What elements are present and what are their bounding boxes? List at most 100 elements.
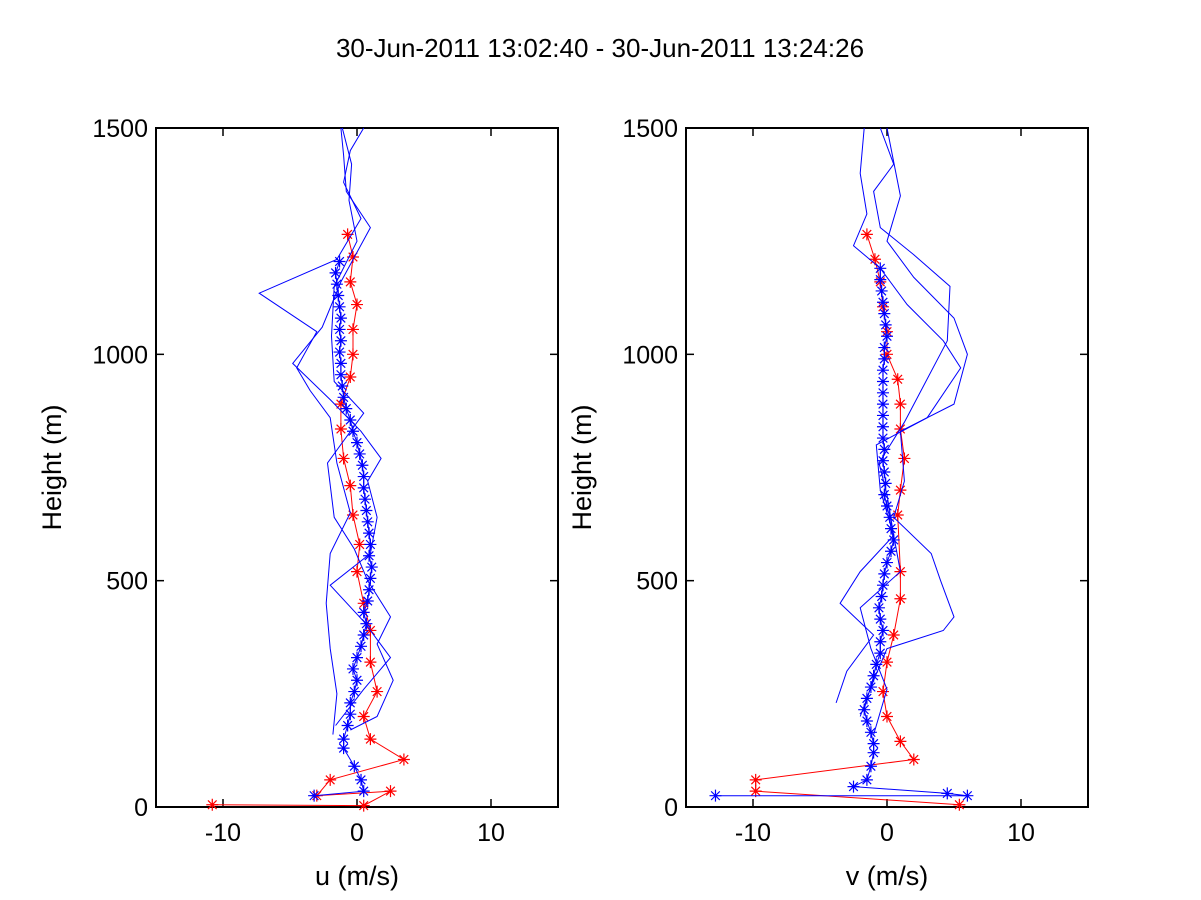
data-point-marker: [351, 652, 363, 664]
data-point-marker: [876, 285, 888, 297]
x-tick-label: 10: [1007, 819, 1035, 847]
data-point-marker: [941, 787, 953, 799]
data-point-marker: [861, 774, 873, 786]
data-point-marker: [885, 523, 897, 535]
y-tick-label: 500: [106, 568, 148, 596]
y-tick-label: 1500: [622, 115, 678, 143]
data-point-marker: [351, 299, 363, 311]
data-point-marker: [873, 602, 885, 614]
x-axis-label: u (m/s): [315, 861, 399, 891]
data-point-marker: [881, 710, 893, 722]
data-point-marker: [848, 781, 860, 793]
data-point-marker: [861, 228, 873, 240]
data-point-marker: [868, 738, 880, 750]
data-point-marker: [358, 800, 370, 812]
data-point-marker: [334, 301, 346, 313]
data-point-marker: [898, 452, 910, 464]
data-point-marker: [344, 708, 356, 720]
data-point-marker: [892, 373, 904, 385]
data-point-marker: [347, 348, 359, 360]
x-axis-label: v (m/s): [846, 861, 928, 891]
data-point-marker: [880, 319, 892, 331]
data-point-marker: [894, 593, 906, 605]
data-point-marker: [877, 387, 889, 399]
data-point-marker: [878, 308, 890, 320]
data-point-marker: [398, 753, 410, 765]
data-point-marker: [334, 346, 346, 358]
data-point-marker: [308, 790, 320, 802]
data-point-marker: [877, 409, 889, 421]
data-point-marker: [908, 753, 920, 765]
data-point-marker: [358, 785, 370, 797]
data-point-marker: [354, 538, 366, 550]
x-tick-label: 10: [477, 819, 505, 847]
x-tick-label: -10: [205, 819, 241, 847]
data-point-marker: [347, 663, 359, 675]
data-point-marker: [355, 640, 367, 652]
data-point-marker: [335, 357, 347, 369]
data-point-marker: [360, 505, 372, 517]
data-point-marker: [364, 538, 376, 550]
data-point-marker: [877, 624, 889, 636]
data-point-marker: [364, 733, 376, 745]
data-point-marker: [874, 647, 886, 659]
data-point-marker: [877, 296, 889, 308]
data-point-marker: [877, 686, 889, 698]
y-tick-label: 1500: [92, 115, 148, 143]
data-point-marker: [334, 323, 346, 335]
data-point-marker: [344, 276, 356, 288]
x-tick-label: 0: [880, 819, 894, 847]
y-tick-label: 500: [636, 568, 678, 596]
data-point-marker: [338, 391, 350, 403]
data-point-marker: [877, 421, 889, 433]
data-point-marker: [865, 760, 877, 772]
data-point-marker: [358, 629, 370, 641]
data-point-marker: [363, 550, 375, 562]
data-point-marker: [355, 774, 367, 786]
data-point-marker: [359, 493, 371, 505]
data-point-marker: [340, 403, 352, 415]
data-point-marker: [362, 595, 374, 607]
data-point-marker: [878, 342, 890, 354]
data-point-marker: [878, 568, 890, 580]
data-point-marker: [338, 452, 350, 464]
data-point-marker: [881, 500, 893, 512]
data-point-marker: [347, 323, 359, 335]
data-point-marker: [709, 790, 721, 802]
data-point-marker: [351, 674, 363, 686]
data-point-marker: [888, 629, 900, 641]
y-tick-label: 0: [134, 794, 148, 822]
data-point-marker: [877, 579, 889, 591]
data-point-marker: [335, 312, 347, 324]
data-point-marker: [335, 335, 347, 347]
data-point-marker: [861, 715, 873, 727]
data-point-marker: [885, 545, 897, 557]
data-point-marker: [877, 364, 889, 376]
data-point-marker: [874, 636, 886, 648]
data-point-marker: [881, 330, 893, 342]
data-point-marker: [344, 480, 356, 492]
data-point-marker: [894, 398, 906, 410]
data-point-marker: [351, 437, 363, 449]
data-point-marker: [362, 516, 374, 528]
y-axis-label: Height (m): [37, 404, 67, 530]
data-point-marker: [366, 561, 378, 573]
data-point-marker: [881, 557, 893, 569]
data-point-marker: [874, 274, 886, 286]
x-tick-label: -10: [735, 819, 771, 847]
y-tick-label: 0: [664, 794, 678, 822]
data-point-marker: [344, 371, 356, 383]
data-point-marker: [961, 790, 973, 802]
data-point-marker: [892, 509, 904, 521]
data-point-marker: [206, 799, 218, 811]
data-point-marker: [354, 448, 366, 460]
data-point-marker: [877, 432, 889, 444]
data-point-marker: [371, 686, 383, 698]
data-point-marker: [330, 267, 342, 279]
data-point-marker: [877, 375, 889, 387]
data-point-marker: [878, 353, 890, 365]
data-point-marker: [877, 398, 889, 410]
data-point-marker: [953, 799, 965, 811]
y-axis-label: Height (m): [567, 404, 597, 530]
x-tick-label: 0: [350, 819, 364, 847]
